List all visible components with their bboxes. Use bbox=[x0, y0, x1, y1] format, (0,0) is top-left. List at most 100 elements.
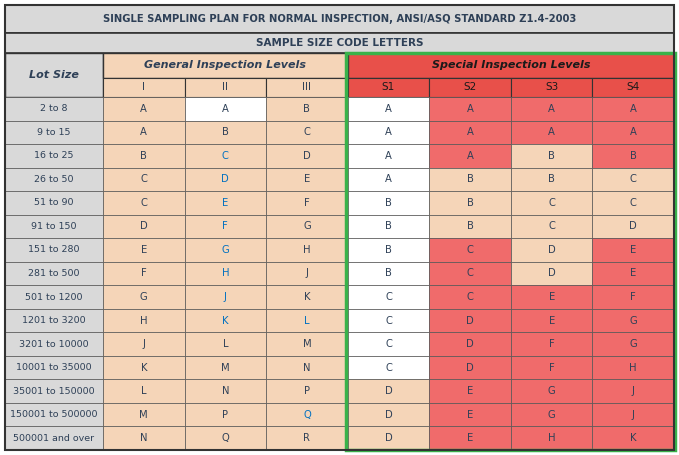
Text: L: L bbox=[223, 339, 228, 349]
Text: J: J bbox=[143, 339, 145, 349]
Text: B: B bbox=[466, 222, 473, 232]
Bar bbox=[185, 403, 266, 426]
Text: D: D bbox=[548, 245, 555, 255]
Bar bbox=[5, 121, 103, 144]
Text: S2: S2 bbox=[464, 82, 477, 92]
Text: D: D bbox=[221, 174, 230, 184]
Text: J: J bbox=[224, 292, 227, 302]
Bar bbox=[266, 403, 348, 426]
Text: H: H bbox=[140, 316, 147, 326]
Bar bbox=[429, 167, 511, 191]
Text: Lot Size: Lot Size bbox=[29, 70, 79, 80]
Text: 2 to 8: 2 to 8 bbox=[40, 104, 68, 113]
Text: G: G bbox=[221, 245, 230, 255]
Bar bbox=[103, 356, 185, 379]
Text: II: II bbox=[222, 82, 228, 92]
Text: 9 to 15: 9 to 15 bbox=[37, 128, 71, 137]
Text: M: M bbox=[139, 410, 148, 420]
Bar bbox=[593, 238, 674, 262]
Bar bbox=[266, 309, 348, 332]
Bar bbox=[103, 262, 185, 285]
Text: A: A bbox=[385, 104, 392, 114]
Text: 501 to 1200: 501 to 1200 bbox=[25, 293, 83, 302]
Bar bbox=[511, 285, 593, 309]
Text: C: C bbox=[385, 363, 392, 373]
Bar bbox=[348, 379, 429, 403]
Bar bbox=[511, 426, 593, 450]
Bar bbox=[5, 53, 103, 97]
Text: 16 to 25: 16 to 25 bbox=[34, 152, 74, 160]
Text: H: H bbox=[629, 363, 637, 373]
Bar bbox=[348, 309, 429, 332]
Text: F: F bbox=[549, 339, 555, 349]
Text: J: J bbox=[306, 268, 308, 278]
Bar bbox=[511, 262, 593, 285]
Bar bbox=[5, 332, 103, 356]
Text: A: A bbox=[385, 151, 392, 161]
Text: C: C bbox=[385, 292, 392, 302]
Bar bbox=[348, 285, 429, 309]
Text: D: D bbox=[384, 433, 392, 443]
Text: C: C bbox=[141, 174, 147, 184]
Bar bbox=[511, 356, 593, 379]
Text: A: A bbox=[385, 174, 392, 184]
Bar bbox=[185, 78, 266, 97]
Bar bbox=[511, 167, 593, 191]
Text: L: L bbox=[304, 316, 310, 326]
Text: A: A bbox=[548, 104, 555, 114]
Text: 281 to 500: 281 to 500 bbox=[29, 269, 79, 278]
Text: E: E bbox=[141, 245, 147, 255]
Bar bbox=[266, 121, 348, 144]
Bar bbox=[593, 332, 674, 356]
Text: D: D bbox=[303, 151, 311, 161]
Text: F: F bbox=[304, 198, 310, 208]
Bar bbox=[348, 144, 429, 167]
Text: J: J bbox=[631, 410, 635, 420]
Text: F: F bbox=[223, 222, 228, 232]
Bar bbox=[5, 356, 103, 379]
Text: B: B bbox=[385, 222, 392, 232]
Bar bbox=[185, 332, 266, 356]
Text: E: E bbox=[467, 433, 473, 443]
Bar bbox=[103, 285, 185, 309]
Text: B: B bbox=[222, 127, 229, 137]
Text: C: C bbox=[548, 198, 555, 208]
Text: 151 to 280: 151 to 280 bbox=[29, 245, 79, 254]
Bar bbox=[348, 238, 429, 262]
Bar bbox=[593, 426, 674, 450]
Text: S4: S4 bbox=[627, 82, 640, 92]
Bar bbox=[429, 403, 511, 426]
Text: C: C bbox=[222, 151, 229, 161]
Bar bbox=[593, 379, 674, 403]
Text: I: I bbox=[143, 82, 145, 92]
Text: 10001 to 35000: 10001 to 35000 bbox=[16, 363, 92, 372]
Text: Q: Q bbox=[221, 433, 230, 443]
Bar bbox=[429, 285, 511, 309]
Text: SAMPLE SIZE CODE LETTERS: SAMPLE SIZE CODE LETTERS bbox=[256, 38, 423, 48]
Bar bbox=[429, 78, 511, 97]
Text: P: P bbox=[304, 386, 310, 396]
Text: S1: S1 bbox=[382, 82, 395, 92]
Text: B: B bbox=[304, 104, 310, 114]
Bar bbox=[348, 121, 429, 144]
Bar bbox=[266, 78, 348, 97]
Text: G: G bbox=[140, 292, 147, 302]
Bar bbox=[103, 215, 185, 238]
Bar bbox=[348, 426, 429, 450]
Text: K: K bbox=[304, 292, 310, 302]
Text: E: E bbox=[222, 198, 228, 208]
Bar bbox=[511, 215, 593, 238]
Bar bbox=[5, 426, 103, 450]
Text: C: C bbox=[548, 222, 555, 232]
Bar bbox=[5, 403, 103, 426]
Bar bbox=[429, 332, 511, 356]
Bar bbox=[348, 332, 429, 356]
Bar bbox=[266, 215, 348, 238]
Text: N: N bbox=[221, 386, 229, 396]
Text: D: D bbox=[466, 316, 474, 326]
Bar bbox=[103, 167, 185, 191]
Text: B: B bbox=[630, 151, 637, 161]
Bar bbox=[185, 167, 266, 191]
Bar bbox=[429, 238, 511, 262]
Bar bbox=[185, 238, 266, 262]
